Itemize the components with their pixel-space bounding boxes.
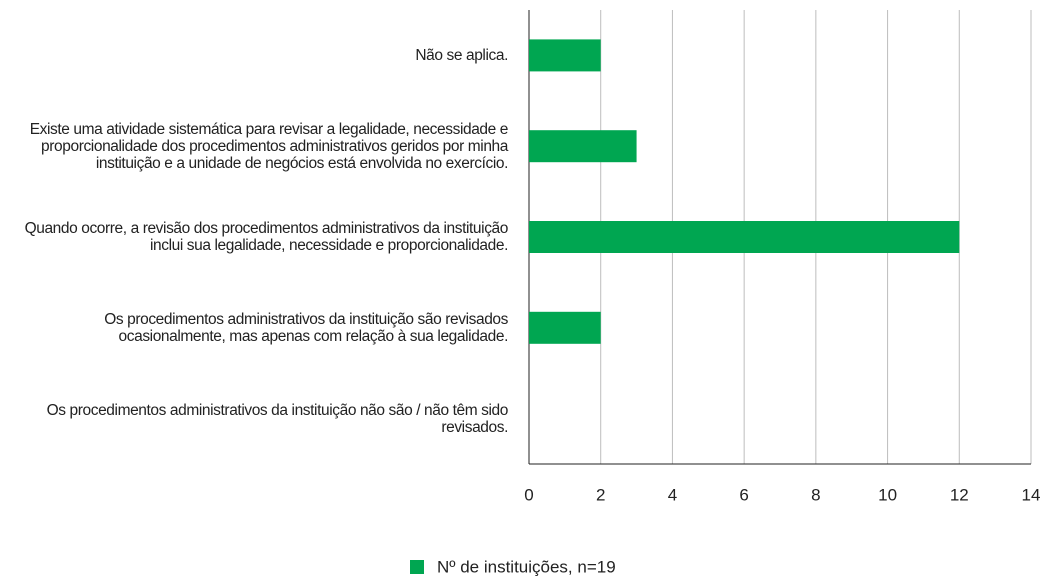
legend-swatch <box>410 560 424 574</box>
y-tick-label: Não se aplica. <box>415 46 508 64</box>
bar <box>529 221 960 253</box>
bar <box>529 311 601 344</box>
x-tick-label: 0 <box>524 485 533 504</box>
x-tick-label: 4 <box>668 485 677 504</box>
x-tick-label: 8 <box>811 485 820 504</box>
x-tick-label: 10 <box>878 485 897 504</box>
y-tick-label: Os procedimentos administrativos da inst… <box>46 401 509 436</box>
x-tick-label: 6 <box>739 485 748 504</box>
x-tick-label: 2 <box>596 485 605 504</box>
legend-label: Nº de instituições, n=19 <box>437 557 616 576</box>
bar <box>529 130 637 163</box>
y-tick-label: Quando ocorre, a revisão dos procediment… <box>24 219 509 254</box>
y-tick-label: Existe uma atividade sistemática para re… <box>29 120 509 172</box>
x-tick-label: 12 <box>950 485 969 504</box>
bar <box>529 39 601 72</box>
x-tick-label: 14 <box>1022 485 1041 504</box>
y-tick-label: Os procedimentos administrativos da inst… <box>104 310 508 345</box>
